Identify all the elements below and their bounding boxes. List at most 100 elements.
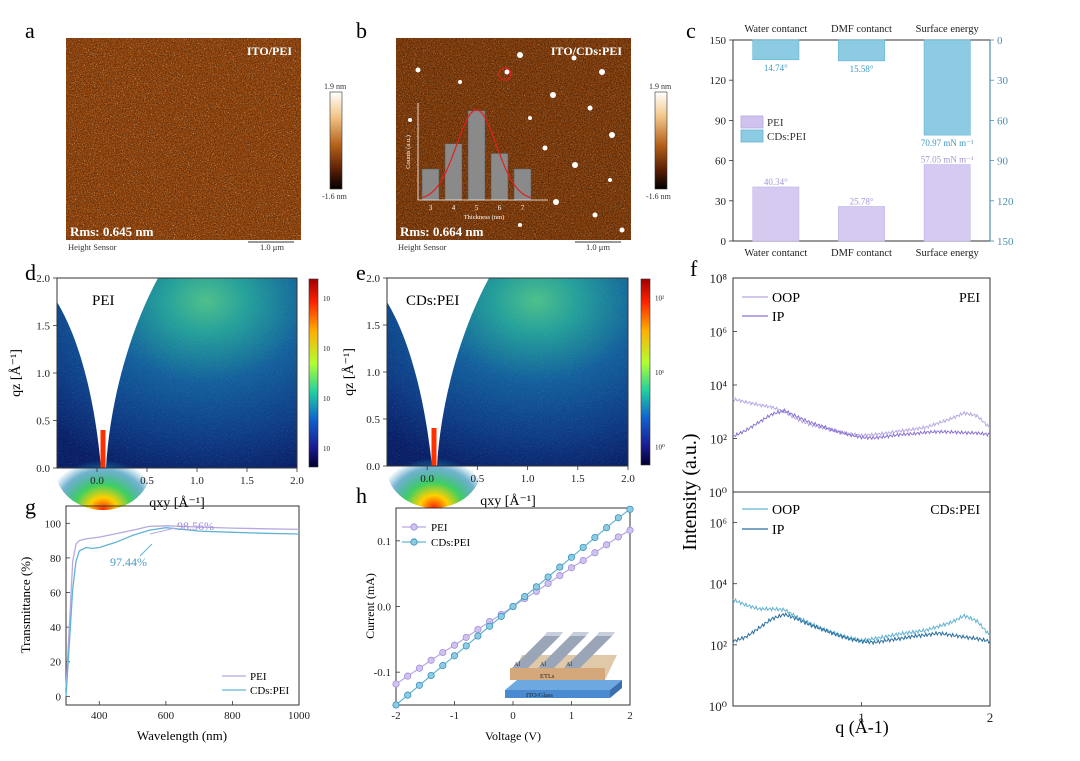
y-tick: 0.5 xyxy=(366,414,380,426)
panel-g-frame xyxy=(65,505,300,706)
h-point-pei xyxy=(392,680,400,688)
h-point-cds xyxy=(567,553,576,561)
panel-g-chart: 400 600 800 1000 0 20 40 60 80 100 98.56% 97.44%… xyxy=(18,505,311,743)
x-tick: 0.0 xyxy=(90,475,104,487)
top-category: DMF contanct xyxy=(831,24,892,35)
right-tick: 90 xyxy=(997,156,1009,168)
afm-colorbar-b xyxy=(654,91,668,190)
y-tick: 2.0 xyxy=(366,273,380,285)
giwaxs-wedge-e xyxy=(387,278,489,466)
f-top-ytick: 10⁶ xyxy=(709,325,727,340)
h-point-pei xyxy=(427,656,435,664)
inset-tick: 4 xyxy=(452,204,456,212)
h-point-cds xyxy=(404,691,412,699)
h-point-cds xyxy=(591,533,599,542)
panel-d-xlabel: qxy [Å⁻¹] xyxy=(149,495,205,511)
h-point-pei xyxy=(556,572,564,580)
legend-label-cds: CDs:PEI xyxy=(767,131,806,143)
h-point-cds xyxy=(626,505,634,513)
giwaxs-wedge-d xyxy=(57,278,158,468)
schematic-etl: ETLs xyxy=(540,673,555,680)
afm-particles-b xyxy=(408,52,625,233)
h-point-cds xyxy=(521,593,529,601)
h-xtick: 2 xyxy=(627,710,633,722)
h-point-pei xyxy=(567,564,576,572)
f-bottom-ytick: 10⁰ xyxy=(709,699,727,714)
panel-f-ylabel: Intensity (a.u.) xyxy=(679,433,701,550)
colorbar-e xyxy=(640,278,651,466)
panel-e-xticks: 0.0 0.5 1.0 1.5 2.0 xyxy=(420,466,635,485)
bottom-category: Water contanct xyxy=(744,248,807,259)
h-point-cds xyxy=(462,642,470,650)
afm-rms-a: Rms: 0.645 nm xyxy=(70,224,154,239)
h-point-cds xyxy=(603,524,611,532)
panel-c-legend: PEI CDs:PEI xyxy=(740,115,806,143)
h-xtick: 0 xyxy=(510,710,516,722)
panel-d-heatmap: PEI 0.0 0.5 1.0 1.5 2.0 0.0 0.5 1.0 1.5 2.0 qz [… xyxy=(8,273,331,511)
colorbar-d-ticks: 10 10 10 10 xyxy=(323,295,331,453)
y-tick: 1.0 xyxy=(36,368,50,380)
inset-bar xyxy=(467,110,486,201)
panel-c-chart: Water contanct DMF contanct Surface energy… xyxy=(710,24,1015,259)
inset-bar xyxy=(421,168,440,201)
h-point-cds xyxy=(415,681,423,689)
bottom-category: DMF contanct xyxy=(831,248,892,259)
panel-c-bottom-categories: Water contanct DMF contanct Surface energy xyxy=(744,248,979,259)
y-tick: 1.5 xyxy=(366,320,380,332)
left-tick: 120 xyxy=(710,75,727,87)
h-point-cds xyxy=(579,543,587,551)
panel-d-yticks: 0.0 0.5 1.0 1.5 2.0 xyxy=(36,273,57,475)
schematic-substrate: ITO/Glass xyxy=(526,692,553,699)
inset-ylabel: Counts (a.u.) xyxy=(405,135,412,169)
panel-b-afm: ITO/CDs:PEI 3 4 5 6 7 Thickness (nm) Counts … xyxy=(396,38,672,252)
panel-h-xlabel: Voltage (V) xyxy=(485,729,541,743)
cbar-tick: 10 xyxy=(323,345,331,353)
bar-label-cds: 70.97 mN m⁻¹ xyxy=(921,138,974,148)
legend-g-cds: CDs:PEI xyxy=(250,685,289,697)
h-point-cds xyxy=(427,671,435,680)
x-tick: 1.0 xyxy=(521,473,535,485)
panel-f-xlabel: q (Å-1) xyxy=(835,717,888,738)
bar-pei xyxy=(838,206,885,242)
panel-letter-e: e xyxy=(356,260,366,285)
panel-a-afm: ITO/PEI Rms: 0.645 nm Height Sensor 1.0 … xyxy=(66,38,348,252)
h-point-cds xyxy=(544,573,552,581)
g-line-cds xyxy=(65,527,300,697)
panel-letters: a b c d e f g h xyxy=(25,18,698,519)
cbar-tick: 10 xyxy=(323,395,331,403)
h-point-cds xyxy=(439,662,447,670)
panel-f-top-yticks: 10⁰ 10² 10⁴ 10⁶ 10⁸ xyxy=(709,271,737,500)
bar-cds xyxy=(923,39,971,136)
panel-f-top-legend: OOP IP xyxy=(742,291,800,325)
panel-e-yticks: 0.0 0.5 1.0 1.5 2.0 xyxy=(366,273,387,473)
g-ytick: 40 xyxy=(50,622,62,634)
panel-letter-f: f xyxy=(690,256,698,281)
bar-label-pei: 40.34° xyxy=(764,177,788,187)
bar-cds xyxy=(752,39,800,61)
panel-letter-c: c xyxy=(686,18,696,43)
g-ytick: 60 xyxy=(50,588,62,600)
y-tick: 0.0 xyxy=(36,463,50,475)
colorbar-d xyxy=(308,278,319,468)
g-xtick: 1000 xyxy=(288,710,311,722)
h-xtick: 1 xyxy=(569,710,575,722)
h-point-pei xyxy=(439,648,447,657)
panel-letter-g: g xyxy=(25,494,36,519)
panel-letter-b: b xyxy=(356,18,367,43)
afm-cbar-max-a: 1.9 nm xyxy=(324,82,347,91)
g-xtick: 600 xyxy=(158,710,175,722)
h-point-pei xyxy=(544,579,552,588)
panel-f-bottom-label: CDs:PEI xyxy=(930,503,980,518)
left-tick: 150 xyxy=(710,35,727,47)
panel-f-bottom-yticks: 10⁰ 10² 10⁴ 10⁶ xyxy=(709,516,737,714)
afm-cbar-min-b: -1.6 nm xyxy=(646,192,672,201)
h-point-cds xyxy=(486,622,494,630)
panel-h-legend: PEI CDs:PEI xyxy=(402,522,470,549)
h-point-cds xyxy=(474,632,482,640)
inset-xticks: 3 4 5 6 7 xyxy=(429,204,525,212)
inset-fit-curve xyxy=(422,109,531,199)
schematic-al-2: Al xyxy=(540,662,546,668)
f-xtick: 1 xyxy=(858,710,865,725)
